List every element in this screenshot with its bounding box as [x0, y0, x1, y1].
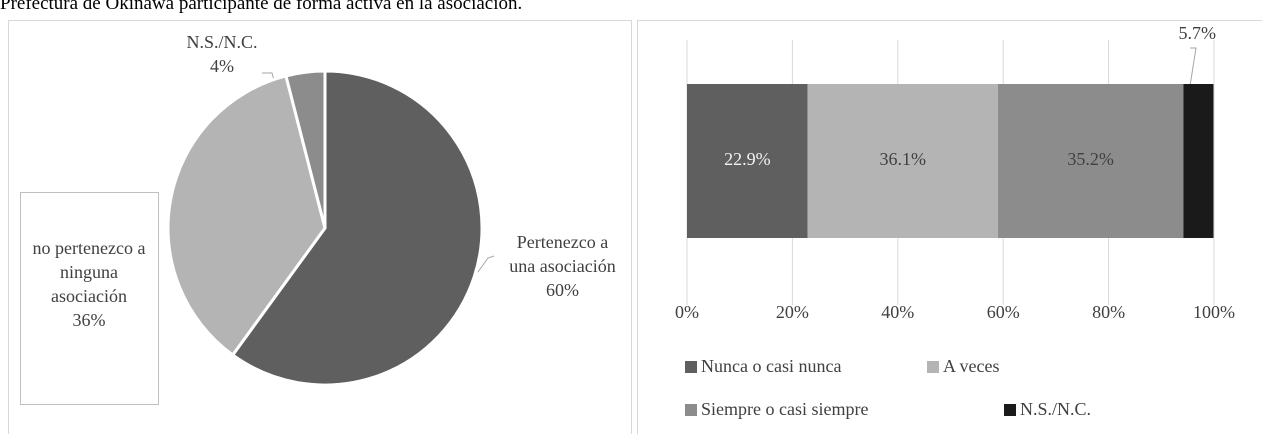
slice-label: no pertenezco a ninguna asociación 36% [22, 236, 156, 332]
heading: Prefectura de Okinawa participante de fo… [0, 0, 523, 14]
bar-segment [1183, 84, 1214, 238]
label-text: no pertenezco a ninguna asociación [32, 238, 146, 306]
label-box [20, 192, 159, 405]
legend-label: Siempre o casi siempre [701, 399, 868, 419]
legend-swatch [927, 361, 939, 373]
slice-label: Pertenezco a una asociación 60% [505, 230, 620, 302]
bar-segment [807, 84, 998, 238]
legend-label: N.S./N.C. [1020, 399, 1091, 419]
x-tick-label: 20% [776, 302, 809, 322]
label-text: 36% [72, 310, 106, 330]
pie-slice [230, 69, 484, 387]
label-text: 4% [210, 56, 234, 76]
x-tick-label: 40% [881, 302, 914, 322]
legend-swatch [1004, 404, 1016, 416]
legend-swatch [685, 361, 697, 373]
data-label: 36.1% [880, 149, 927, 169]
pie-slice [166, 74, 327, 358]
pie-slice [284, 69, 327, 229]
legend-label: Nunca o casi nunca [701, 356, 841, 376]
bar-segment [687, 84, 808, 238]
bar-segment [997, 84, 1184, 238]
legend-swatch [685, 404, 697, 416]
legend-label: A veces [943, 356, 999, 376]
data-label: 5.7% [1179, 23, 1217, 43]
x-tick-label: 0% [675, 302, 699, 322]
slice-label: N.S./N.C. 4% [170, 30, 274, 78]
leader-line [1189, 47, 1197, 87]
x-tick-label: 60% [987, 302, 1020, 322]
data-label: 22.9% [724, 149, 771, 169]
label-text: 60% [546, 280, 579, 300]
label-text: Pertenezco a una asociación [509, 232, 616, 276]
x-tick-label: 80% [1092, 302, 1125, 322]
label-text: N.S./N.C. [186, 32, 258, 52]
pie-panel [8, 20, 632, 434]
x-tick-label: 100% [1193, 302, 1235, 322]
bar-panel [637, 20, 1262, 434]
data-label: 35.2% [1067, 149, 1114, 169]
leader-line [477, 255, 495, 273]
